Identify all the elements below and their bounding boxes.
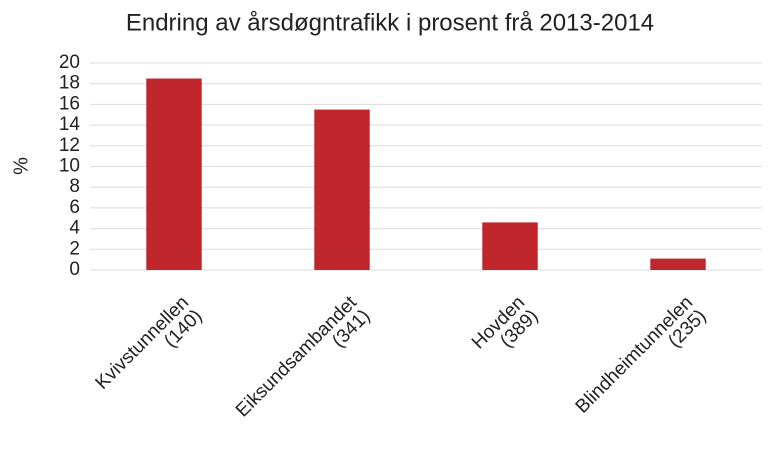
- y-axis-label: %: [10, 157, 32, 175]
- y-tick-label: 2: [69, 238, 80, 259]
- y-tick-label: 0: [69, 259, 80, 280]
- y-tick-label: 8: [69, 176, 80, 197]
- x-tick-label: Blindheimtunnelen: [572, 292, 697, 417]
- bar: [314, 109, 370, 270]
- y-tick-label: 12: [59, 135, 80, 156]
- bar: [482, 222, 538, 270]
- y-tick-label: 20: [59, 52, 80, 73]
- y-tick-label: 6: [69, 197, 80, 218]
- chart-title: Endring av årsdøgntrafikk i prosent frå …: [126, 9, 654, 36]
- y-tick-label: 16: [59, 93, 80, 114]
- y-tick-label: 10: [59, 156, 80, 177]
- y-tick-label: 14: [59, 114, 81, 135]
- bar: [650, 258, 706, 270]
- bar: [146, 78, 202, 271]
- y-tick-label: 18: [59, 73, 80, 94]
- x-tick-label: Eiksundsambandet: [232, 292, 362, 422]
- y-tick-label: 4: [69, 218, 80, 239]
